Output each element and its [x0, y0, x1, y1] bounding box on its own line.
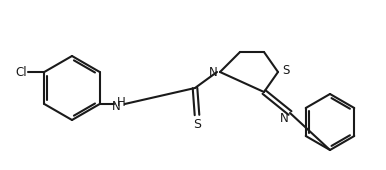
Text: N: N [208, 65, 217, 79]
Text: S: S [282, 64, 290, 76]
Text: Cl: Cl [16, 65, 27, 79]
Text: S: S [193, 117, 201, 131]
Text: N: N [279, 113, 288, 125]
Text: H: H [117, 96, 126, 108]
Text: N: N [112, 100, 121, 114]
